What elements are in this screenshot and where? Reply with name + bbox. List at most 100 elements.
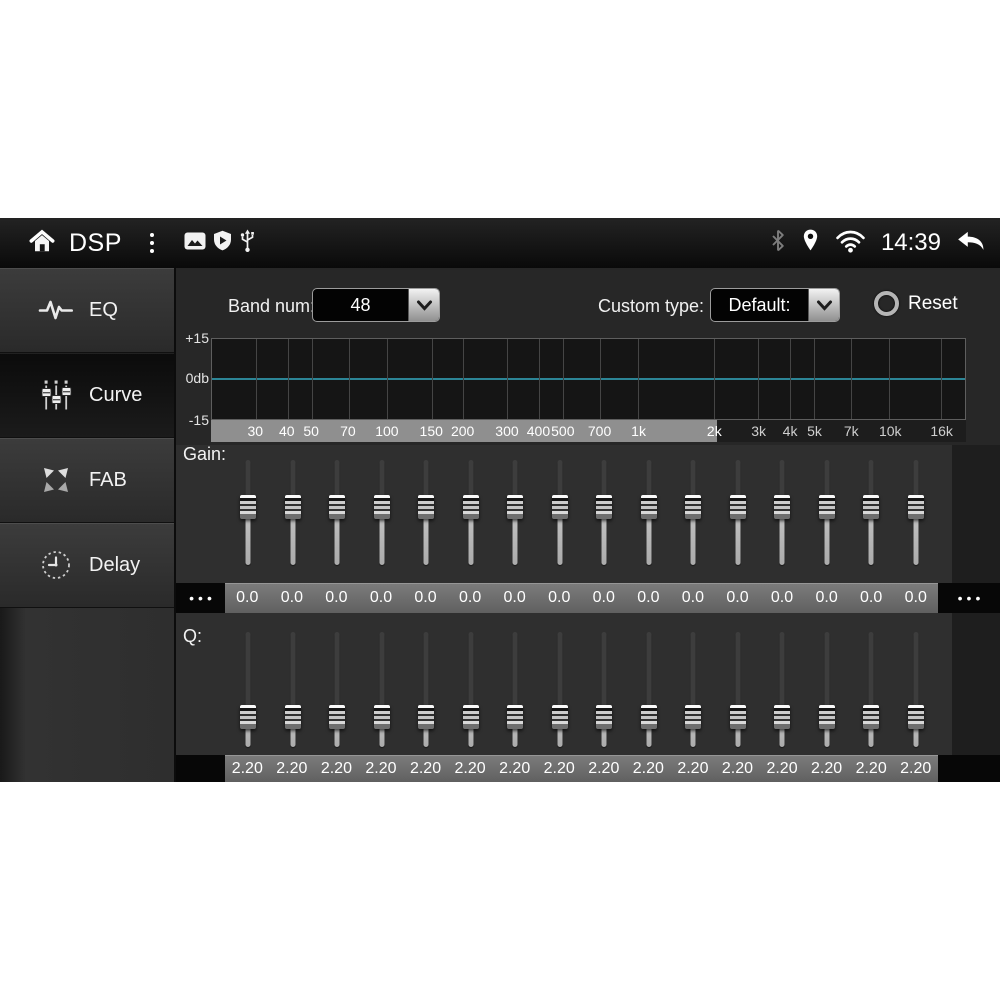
- slider-thumb[interactable]: [373, 705, 390, 730]
- q-band-slider[interactable]: [849, 632, 894, 747]
- band-num-dropdown[interactable]: 48: [312, 288, 440, 322]
- q-band-slider[interactable]: [716, 632, 761, 747]
- q-band-slider[interactable]: [271, 632, 316, 747]
- gain-band-slider[interactable]: [449, 460, 494, 565]
- chevron-down-icon[interactable]: [408, 289, 439, 321]
- gain-band-slider[interactable]: [404, 460, 449, 565]
- slider-thumb[interactable]: [863, 495, 880, 520]
- q-band-slider[interactable]: [805, 632, 850, 747]
- grid-line: [850, 339, 852, 419]
- slider-thumb[interactable]: [507, 495, 524, 520]
- slider-track[interactable]: [824, 632, 830, 747]
- gain-band-slider[interactable]: [671, 460, 716, 565]
- q-band-slider[interactable]: [760, 632, 805, 747]
- q-band-slider[interactable]: [226, 632, 271, 747]
- slider-thumb[interactable]: [240, 495, 257, 520]
- slider-thumb[interactable]: [685, 705, 702, 730]
- slider-thumb[interactable]: [863, 705, 880, 730]
- gain-band-slider[interactable]: [894, 460, 939, 565]
- slider-thumb[interactable]: [818, 705, 835, 730]
- slider-thumb[interactable]: [640, 495, 657, 520]
- q-band-slider[interactable]: [671, 632, 716, 747]
- slider-thumb[interactable]: [907, 705, 924, 730]
- slider-track[interactable]: [646, 632, 652, 747]
- home-icon[interactable]: [28, 228, 56, 259]
- slider-thumb[interactable]: [596, 495, 613, 520]
- gain-band-slider[interactable]: [493, 460, 538, 565]
- overflow-menu-icon[interactable]: [146, 229, 158, 257]
- slider-thumb[interactable]: [329, 705, 346, 730]
- slider-thumb[interactable]: [329, 495, 346, 520]
- back-icon[interactable]: [956, 229, 986, 258]
- sidebar-item-fab[interactable]: FAB: [0, 438, 174, 523]
- slider-track[interactable]: [735, 632, 741, 747]
- gain-scroll-right-button[interactable]: •••: [938, 583, 1000, 613]
- gain-scroll-left-button[interactable]: •••: [176, 583, 225, 613]
- gain-band-slider[interactable]: [760, 460, 805, 565]
- slider-track[interactable]: [601, 632, 607, 747]
- gain-label: Gain:: [183, 444, 227, 464]
- slider-thumb[interactable]: [284, 495, 301, 520]
- slider-track[interactable]: [690, 632, 696, 747]
- slider-thumb[interactable]: [284, 705, 301, 730]
- slider-thumb[interactable]: [640, 705, 657, 730]
- slider-thumb[interactable]: [507, 705, 524, 730]
- gain-band-slider[interactable]: [849, 460, 894, 565]
- chevron-down-icon[interactable]: [808, 289, 839, 321]
- gain-band-slider[interactable]: [627, 460, 672, 565]
- freq-range-thumb[interactable]: [211, 420, 717, 442]
- q-band-slider[interactable]: [538, 632, 583, 747]
- slider-thumb[interactable]: [729, 495, 746, 520]
- slider-track[interactable]: [779, 632, 785, 747]
- slider-thumb[interactable]: [373, 495, 390, 520]
- slider-track[interactable]: [245, 632, 251, 747]
- sidebar-item-delay[interactable]: Delay: [0, 523, 174, 608]
- slider-thumb[interactable]: [462, 705, 479, 730]
- gain-band-slider[interactable]: [271, 460, 316, 565]
- gain-band-slider[interactable]: [805, 460, 850, 565]
- q-band-slider[interactable]: [493, 632, 538, 747]
- sidebar-item-eq[interactable]: EQ: [0, 268, 174, 353]
- q-band-slider[interactable]: [582, 632, 627, 747]
- slider-track[interactable]: [423, 632, 429, 747]
- q-band-slider[interactable]: [627, 632, 672, 747]
- slider-track[interactable]: [512, 632, 518, 747]
- slider-thumb[interactable]: [240, 705, 257, 730]
- slider-thumb[interactable]: [462, 495, 479, 520]
- q-band-slider[interactable]: [360, 632, 405, 747]
- slider-thumb[interactable]: [774, 705, 791, 730]
- slider-thumb[interactable]: [818, 495, 835, 520]
- slider-thumb[interactable]: [551, 495, 568, 520]
- slider-thumb[interactable]: [729, 705, 746, 730]
- sidebar-item-curve[interactable]: Curve: [0, 353, 174, 438]
- slider-thumb[interactable]: [685, 495, 702, 520]
- slider-thumb[interactable]: [907, 495, 924, 520]
- slider-track[interactable]: [913, 632, 919, 747]
- slider-track[interactable]: [468, 632, 474, 747]
- q-band-slider[interactable]: [894, 632, 939, 747]
- q-band-slider[interactable]: [449, 632, 494, 747]
- slider-track[interactable]: [379, 632, 385, 747]
- gain-band-slider[interactable]: [226, 460, 271, 565]
- q-band-slider[interactable]: [404, 632, 449, 747]
- q-band-slider[interactable]: [315, 632, 360, 747]
- custom-type-dropdown[interactable]: Default:: [710, 288, 840, 322]
- gain-band-slider[interactable]: [716, 460, 761, 565]
- slider-thumb[interactable]: [774, 495, 791, 520]
- slider-thumb[interactable]: [418, 705, 435, 730]
- gain-band-slider[interactable]: [538, 460, 583, 565]
- gain-band-slider[interactable]: [315, 460, 360, 565]
- slider-track[interactable]: [290, 632, 296, 747]
- slider-thumb[interactable]: [596, 705, 613, 730]
- slider-track[interactable]: [868, 632, 874, 747]
- slider-track[interactable]: [557, 632, 563, 747]
- gain-band-slider[interactable]: [360, 460, 405, 565]
- reset-radio[interactable]: [874, 291, 899, 316]
- reset-control[interactable]: Reset: [874, 291, 958, 316]
- slider-thumb[interactable]: [551, 705, 568, 730]
- slider-track[interactable]: [334, 632, 340, 747]
- gain-band-slider[interactable]: [582, 460, 627, 565]
- slider-thumb[interactable]: [418, 495, 435, 520]
- gain-band-value: 0.0: [681, 589, 705, 606]
- band-num-label: Band num:: [228, 296, 316, 316]
